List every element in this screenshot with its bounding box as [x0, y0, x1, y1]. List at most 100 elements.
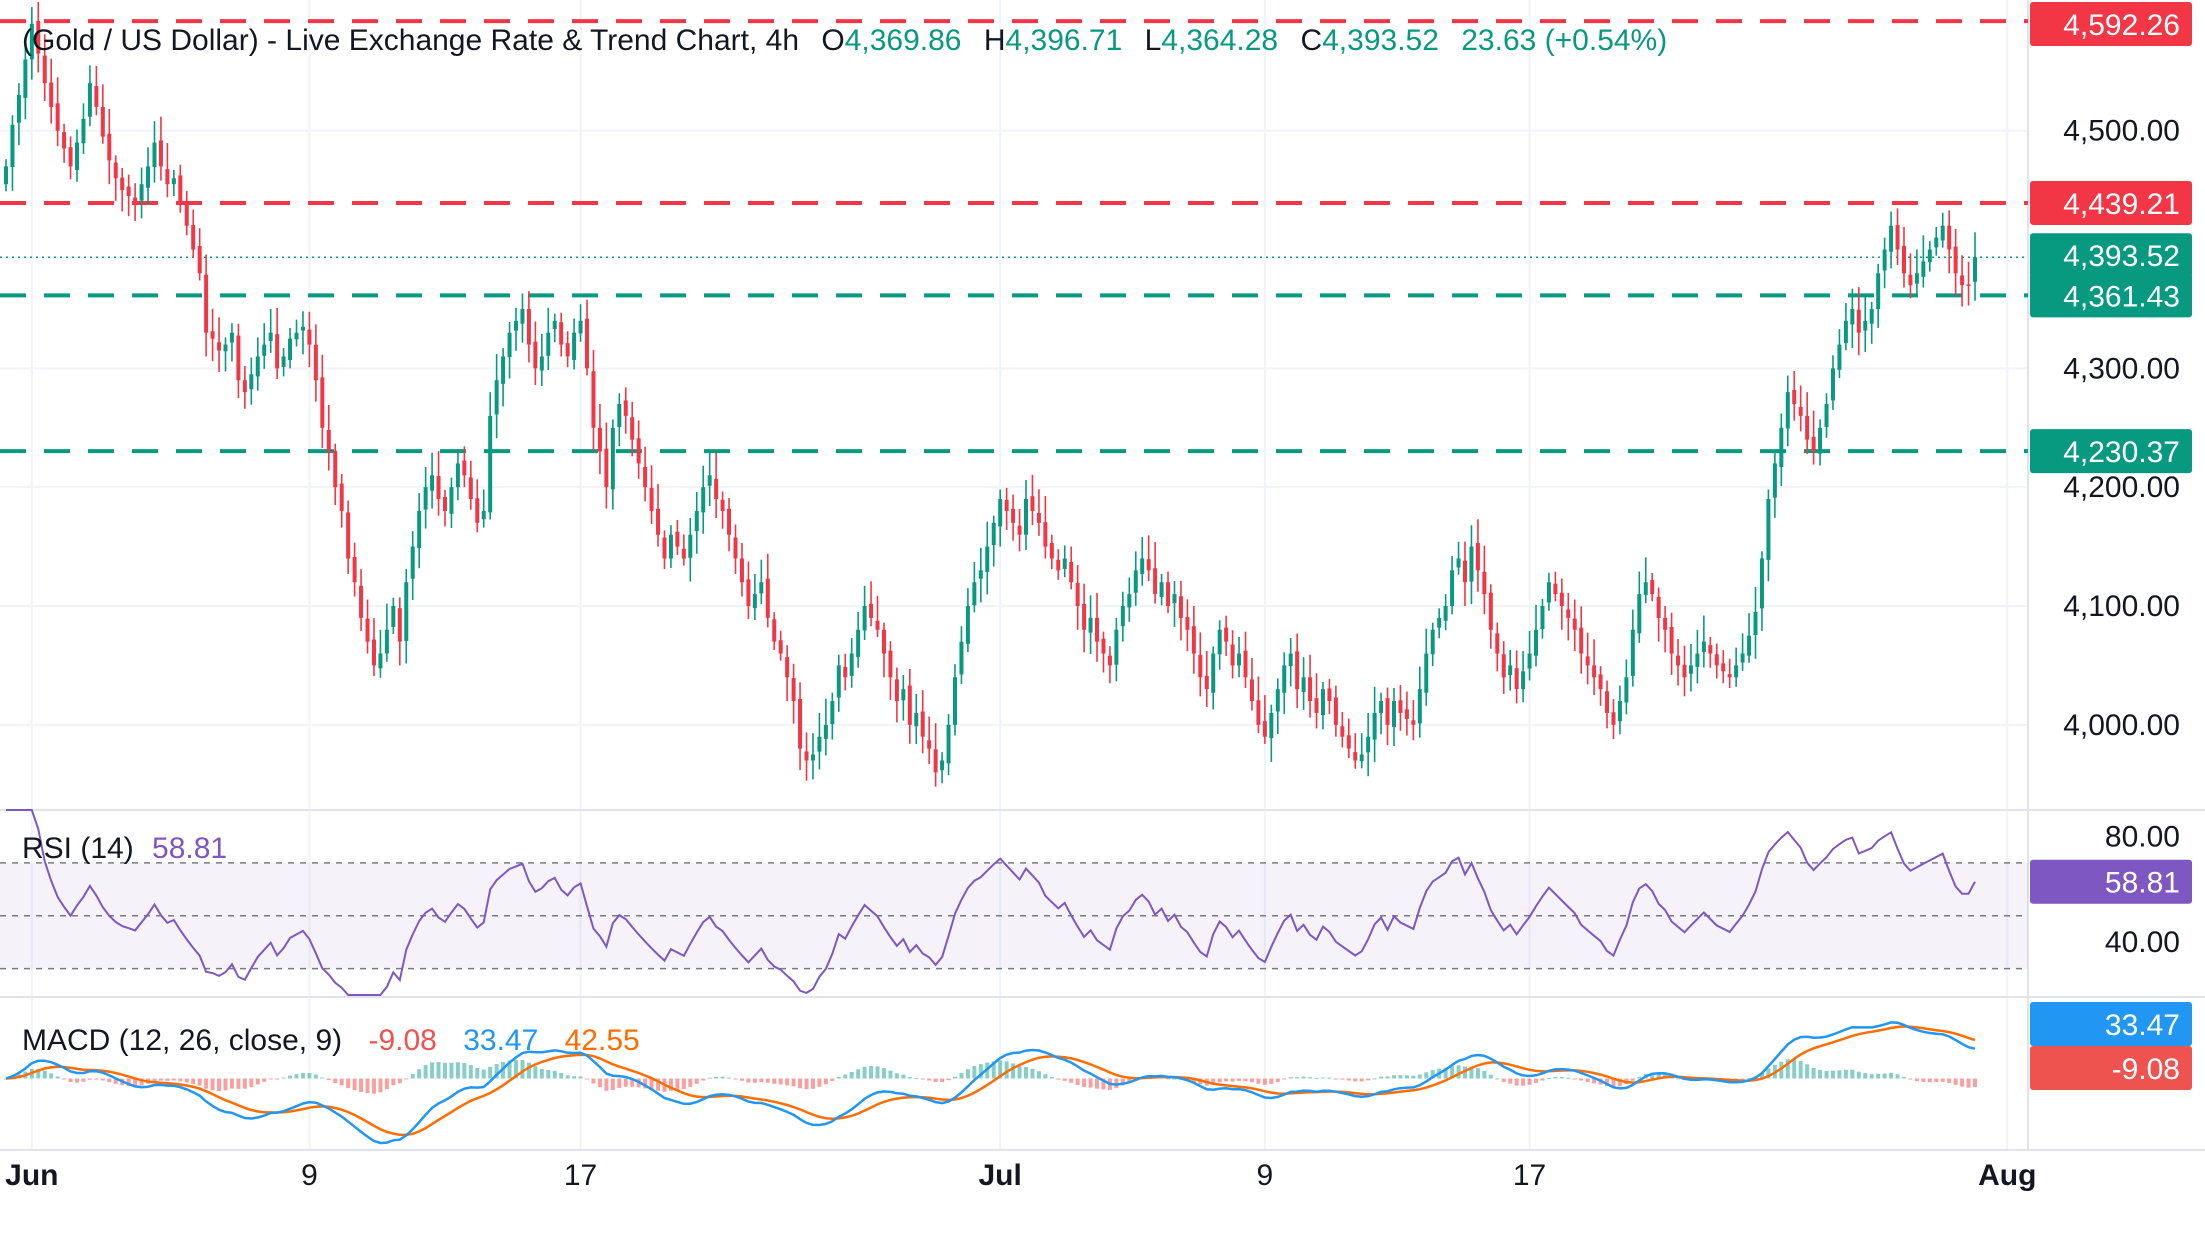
macd-hist-bar [507, 1060, 512, 1079]
macd-hist-bar [940, 1078, 945, 1083]
macd-hist-bar [1637, 1076, 1642, 1079]
macd-hist-bar [952, 1076, 957, 1079]
candle-body [733, 537, 738, 559]
macd-hist-bar [1495, 1078, 1500, 1080]
macd-hist-bar [288, 1075, 293, 1079]
macd-hist-bar [1398, 1075, 1403, 1079]
candle-body [217, 342, 222, 351]
candle-body [1818, 427, 1823, 454]
rsi-legend: RSI (14) 58.81 [22, 832, 227, 865]
macd-tag-bg [2030, 1002, 2192, 1046]
candle-body [1262, 721, 1267, 737]
candle-body [1275, 689, 1280, 712]
price-axis: 4,500.00 4,300.00 4,200.00 4,100.00 4,000.00… [2030, 2, 2192, 742]
macd-hist-bar [1017, 1066, 1022, 1079]
candle-body [1843, 320, 1848, 344]
candle-body [1643, 582, 1648, 595]
close-value: 4,393.52 [1322, 24, 1439, 57]
macd-hist-bar [1798, 1061, 1803, 1079]
candle-body [1747, 635, 1752, 656]
rsi-tag: 58.81 [2105, 867, 2180, 900]
candle-body [242, 380, 247, 393]
candle-body [1630, 629, 1635, 676]
candle-body [965, 606, 970, 644]
macd-hist-bar [1740, 1078, 1745, 1080]
rsi-tag-bg [2030, 859, 2192, 904]
candle-body [1598, 674, 1603, 690]
candle-body [404, 582, 409, 641]
macd-hist-bar [1256, 1078, 1261, 1084]
macd-line-value: 33.47 [463, 1024, 538, 1057]
macd-hist-bar [1101, 1078, 1106, 1090]
macd-hist-bar [1372, 1078, 1377, 1080]
macd-hist-bar [1275, 1078, 1280, 1082]
candle-body [352, 557, 357, 583]
candle-body [1495, 633, 1500, 654]
candle-body [1185, 617, 1190, 630]
candle-body [126, 186, 131, 197]
macd-hist-bar [397, 1078, 402, 1084]
open-label: O [821, 24, 844, 57]
price-tick-label: 4,300.00 [2063, 352, 2180, 385]
macd-hist-bar [597, 1078, 602, 1088]
candle-body [1217, 629, 1222, 655]
candle-body [810, 754, 815, 761]
macd-hist-bar [1295, 1077, 1300, 1079]
macd-hist-bar [1901, 1076, 1906, 1079]
candle-body [468, 477, 473, 500]
candle-body [197, 245, 202, 274]
macd-hist-bar [1488, 1074, 1493, 1079]
macd-hist-bar [823, 1078, 828, 1085]
last-price-tag-bg [2030, 233, 2192, 278]
candle-body [1211, 653, 1216, 693]
candle-body [1546, 582, 1551, 603]
candle-body [139, 184, 144, 201]
macd-hist-bar [275, 1078, 280, 1080]
candle-body [1908, 274, 1913, 286]
macd-hist-bar [217, 1078, 222, 1091]
time-axis: Jun917Jul917Aug11 [5, 1159, 2036, 1192]
macd-hist-bar [1456, 1065, 1461, 1079]
candle-body [1133, 570, 1138, 593]
candle-body [423, 487, 428, 510]
candle-body [494, 380, 499, 415]
macd-hist-bar [1953, 1078, 1958, 1085]
candle-body [843, 666, 848, 678]
candle-body [1462, 560, 1467, 583]
macd-hist-bar [920, 1078, 925, 1080]
open-value: 4,369.86 [845, 24, 962, 57]
candle-body [229, 332, 234, 343]
candle-body [1895, 225, 1900, 250]
candle-body [714, 478, 719, 500]
candle-body [1863, 320, 1868, 331]
rsi-value: 58.81 [152, 832, 227, 865]
time-tick-label: Aug [1978, 1159, 2036, 1192]
macd-hist-bar [1850, 1069, 1855, 1079]
low-value: 4,364.28 [1161, 24, 1278, 57]
candle-body [23, 59, 28, 98]
macd-hist-bar [42, 1070, 47, 1079]
candle-body [849, 653, 854, 676]
candle-body [1482, 571, 1487, 595]
candle-body [1282, 665, 1287, 693]
macd-hist-bar [1617, 1078, 1622, 1087]
macd-hist-bar [862, 1066, 867, 1079]
candle-body [533, 341, 538, 369]
macd-hist-bar [197, 1078, 202, 1086]
candle-body [100, 106, 105, 137]
candle-body [1772, 463, 1777, 498]
candle-body [1882, 249, 1887, 271]
macd-hist-bar [1908, 1078, 1913, 1080]
macd-hist-bar [656, 1078, 661, 1091]
macd-hist-bar [836, 1076, 841, 1079]
macd-hist-bar [1450, 1066, 1455, 1079]
macd-hist-bar [707, 1077, 712, 1079]
macd-hist-bar [1224, 1078, 1229, 1082]
candle-body [152, 142, 157, 168]
candle-body [752, 594, 757, 609]
candle-body [856, 629, 861, 658]
candle-body [901, 689, 906, 701]
candle-body [488, 415, 493, 513]
macd-hist-bar [578, 1076, 583, 1079]
